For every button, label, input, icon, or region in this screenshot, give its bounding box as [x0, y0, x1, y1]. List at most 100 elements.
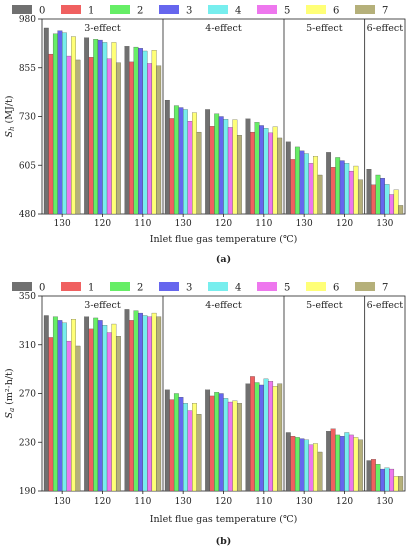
bar-cat1-s3: [97, 320, 103, 492]
bar-cat0-s2: [52, 316, 58, 492]
x-axis-title: Inlet flue gas temperature (℃): [150, 234, 298, 245]
panel-label: (a): [216, 254, 231, 265]
bar-cat1-s6: [111, 42, 117, 215]
bar-cat7-s6: [353, 437, 359, 492]
bar-cat7-s4: [344, 163, 350, 215]
bar-cat1-s3: [97, 39, 103, 215]
bar-cat2-s6: [151, 50, 157, 215]
bar-cat3-s5: [187, 121, 193, 215]
bar-cat8-s5: [389, 194, 395, 215]
y-tick-label: 190: [19, 487, 36, 497]
legend-label-5: 5: [284, 283, 290, 294]
bar-cat6-s2: [294, 437, 300, 492]
legend-swatch-1: [61, 282, 81, 291]
bar-cat4-s1: [209, 126, 215, 215]
bar-cat3-s3: [178, 107, 184, 215]
bar-cat2-s4: [142, 50, 148, 215]
bar-cat1-s4: [102, 325, 108, 492]
legend-swatch-0: [12, 5, 32, 14]
bar-cat6-s3: [299, 150, 305, 215]
y-tick-label: 855: [19, 64, 36, 74]
bar-cat6-s0: [285, 432, 291, 492]
bar-cat1-s6: [111, 323, 117, 492]
bar-cat1-s1: [88, 57, 94, 215]
bar-cat2-s5: [147, 63, 153, 215]
bar-cat3-s2: [173, 393, 179, 492]
bar-cat2-s2: [133, 310, 139, 492]
legend-swatch-2: [110, 282, 130, 291]
bar-cat4-s0: [205, 389, 211, 492]
bar-cat8-s7: [398, 205, 404, 215]
bar-cat7-s3: [339, 160, 345, 215]
bar-cat7-s5: [348, 434, 354, 492]
bar-cat3-s6: [192, 403, 197, 492]
bar-cat4-s2: [214, 113, 220, 215]
legend-label-2: 2: [137, 6, 143, 17]
bar-cat1-s0: [84, 316, 90, 492]
bar-cat0-s0: [43, 27, 49, 215]
x-tick-label: 130: [296, 219, 313, 229]
bar-cat4-s3: [218, 116, 224, 215]
bar-cat0-s7: [75, 345, 81, 492]
bar-cat3-s3: [178, 397, 184, 492]
x-tick-label: 120: [336, 219, 353, 229]
legend-swatch-7: [355, 5, 375, 14]
bar-cat0-s6: [71, 36, 76, 215]
bar-cat1-s5: [106, 58, 112, 215]
bar-cat8-s4: [384, 467, 390, 492]
group-label-4-effect: 4-effect: [205, 23, 242, 34]
bar-cat0-s1: [48, 337, 54, 492]
y-tick-label: 310: [19, 341, 36, 351]
legend-label-3: 3: [186, 6, 192, 17]
bar-cat2-s3: [138, 312, 143, 492]
bar-cat6-s7: [317, 451, 323, 492]
legend-swatch-7: [355, 282, 375, 291]
x-tick-label: 120: [215, 497, 232, 507]
legend-swatch-5: [257, 5, 277, 14]
group-label-6-effect: 6-effect: [367, 23, 404, 34]
bar-cat5-s0: [245, 383, 251, 492]
x-tick-label: 120: [336, 497, 353, 507]
legend-label-2: 2: [137, 283, 143, 294]
bar-cat2-s5: [147, 316, 153, 492]
bar-cat5-s4: [263, 128, 269, 215]
bar-cat7-s7: [357, 439, 363, 492]
bar-cat7-s6: [353, 165, 359, 215]
panel-label: (b): [216, 536, 232, 547]
bar-cat2-s0: [124, 309, 130, 492]
legend-swatch-6: [306, 5, 326, 14]
bar-cat3-s6: [192, 112, 197, 215]
group-label-4-effect: 4-effect: [205, 300, 242, 311]
bar-cat3-s7: [196, 414, 202, 492]
legend-swatch-4: [208, 5, 228, 14]
bar-cat4-s5: [227, 401, 233, 492]
x-tick-label: 130: [296, 497, 313, 507]
bar-cat4-s4: [223, 398, 229, 492]
bar-cat1-s7: [115, 62, 121, 215]
legend-label-6: 6: [333, 6, 339, 17]
bar-cat5-s5: [268, 132, 274, 215]
bar-cat1-s2: [93, 39, 99, 215]
bar-cat0-s4: [62, 322, 67, 492]
x-tick-label: 130: [175, 219, 192, 229]
bar-cat0-s5: [66, 340, 72, 492]
legend-label-3: 3: [186, 283, 192, 294]
bar-cat8-s3: [380, 177, 385, 215]
bar-cat5-s2: [254, 122, 260, 215]
group-label-5-effect: 5-effect: [306, 23, 343, 34]
bar-cat8-s2: [375, 174, 381, 215]
bar-cat1-s4: [102, 42, 108, 215]
chart-panel-a: 480 605 730 855 980 Sh(MJ/t) 3-effect 4-effect 5…: [4, 15, 406, 265]
bar-cat3-s1: [169, 118, 175, 215]
bar-cat8-s1: [371, 459, 376, 492]
bar-cat6-s6: [313, 443, 318, 492]
x-tick-label: 110: [134, 219, 151, 229]
bar-cat8-s6: [393, 189, 399, 215]
bar-cat2-s7: [156, 316, 162, 492]
bar-cat1-s7: [115, 336, 121, 492]
legend-panel-b: 0 1 2 3 4 5 6 7: [12, 282, 388, 294]
y-axis-label: Sa(m²·h/t): [4, 368, 16, 418]
bar-cat7-s1: [330, 167, 336, 215]
bar-cat0-s3: [57, 320, 63, 492]
bar-cat8-s2: [375, 464, 381, 492]
